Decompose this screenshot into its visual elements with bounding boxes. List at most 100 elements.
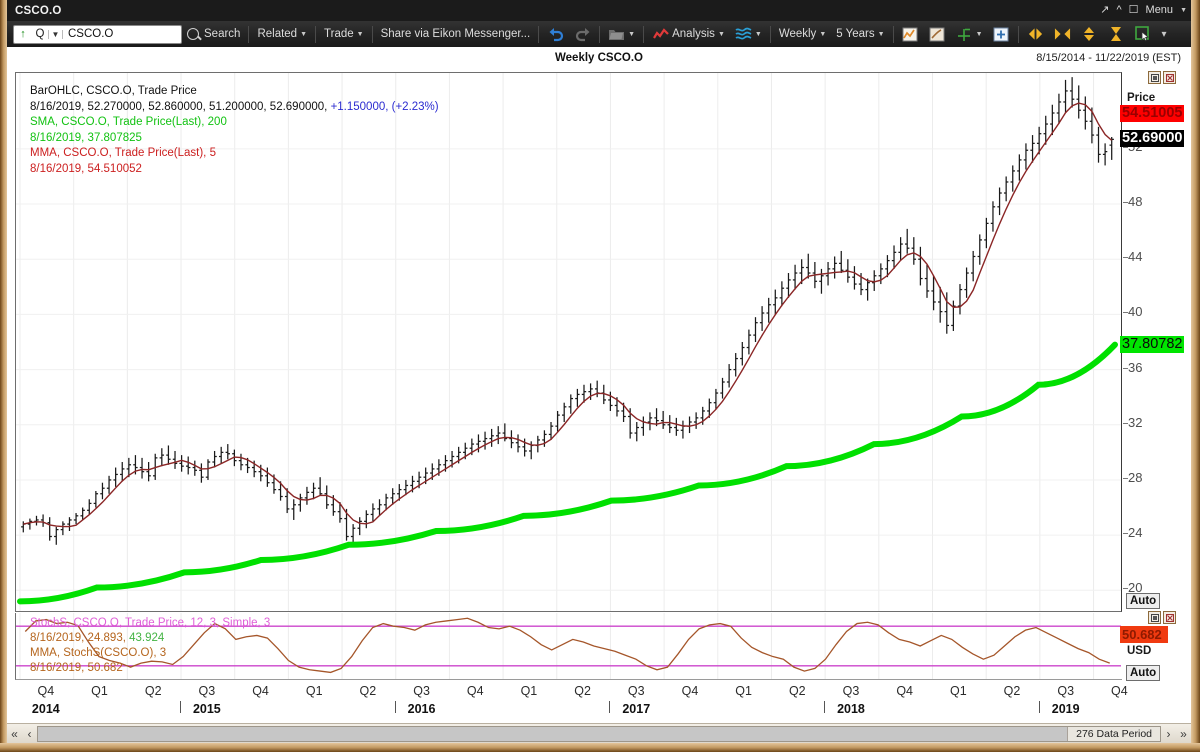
quarter-label: Q3 <box>1057 684 1075 698</box>
share-messenger-button[interactable]: Share via Eikon Messenger... <box>376 24 536 44</box>
crosshair-button[interactable]: ▼ <box>951 24 988 44</box>
year-divider <box>1038 701 1040 713</box>
stochastic-axis[interactable]: 50.682 USD Auto <box>1120 611 1192 683</box>
restore-icon[interactable]: ☐ <box>1128 4 1139 16</box>
range-label: 5 Years <box>836 28 875 40</box>
stoch-auto-scale-button[interactable]: Auto <box>1126 665 1161 681</box>
stochastic-pane[interactable]: StochS, CSCO.O, Trade Price, 12, 3, Simp… <box>15 613 1122 680</box>
chevron-down-icon: ▼ <box>628 30 636 38</box>
search-button[interactable]: Search <box>182 24 245 44</box>
price-tick-24: 24 <box>1122 525 1143 541</box>
toolbar-divider <box>769 25 771 43</box>
year-divider <box>609 701 611 713</box>
scrollbar-thumb[interactable] <box>38 726 1068 741</box>
price-tick-40: 40 <box>1122 304 1143 320</box>
quarter-label: Q2 <box>144 684 162 698</box>
chevron-down-icon[interactable]: ▼ <box>48 29 63 39</box>
price-tick-28: 28 <box>1122 469 1143 485</box>
undo-button[interactable] <box>542 24 569 44</box>
select-tool-button[interactable] <box>1130 24 1157 44</box>
stoch-axis-unit: USD <box>1127 645 1152 657</box>
minimize-pane-button[interactable] <box>1148 71 1161 84</box>
close-stoch-pane-button[interactable] <box>1163 611 1176 624</box>
stoch-mma-tag: 50.682 <box>1120 626 1168 643</box>
trade-button[interactable]: Trade ▼ <box>319 24 369 44</box>
year-label: 2014 <box>31 702 60 716</box>
toolbar-divider <box>538 25 540 43</box>
quarter-label: Q4 <box>37 684 55 698</box>
redo-icon <box>574 26 591 43</box>
sma-price-tag: 37.80782 <box>1120 335 1184 353</box>
add-pane-button[interactable] <box>988 24 1015 44</box>
year-divider <box>824 701 826 713</box>
time-scale-button[interactable] <box>1103 24 1130 44</box>
search-icon <box>187 28 199 40</box>
scroll-last-button[interactable]: » <box>1180 726 1187 741</box>
ric-input[interactable]: CSCO.O <box>68 28 114 40</box>
close-pane-button[interactable] <box>1163 71 1176 84</box>
quarter-label: Q3 <box>198 684 216 698</box>
expand-horizontal-button[interactable] <box>1022 24 1049 44</box>
price-pane[interactable]: BarOHLC, CSCO.O, Trade Price 8/16/2019, … <box>15 72 1122 612</box>
related-button[interactable]: Related ▼ <box>252 24 312 44</box>
quarter-label: Q2 <box>788 684 806 698</box>
expand-vertical-button[interactable] <box>1076 24 1103 44</box>
price-tick-36: 36 <box>1122 359 1143 375</box>
price-auto-scale-button[interactable]: Auto <box>1126 593 1161 609</box>
quarter-label: Q4 <box>896 684 913 698</box>
more-tools-button[interactable]: ▾ <box>1157 24 1172 44</box>
ric-search-box[interactable]: ↑ Q ▼ CSCO.O <box>13 24 182 44</box>
hourglass-icon <box>1108 26 1125 43</box>
quarter-label: Q3 <box>413 684 430 698</box>
chevron-down-icon: ▼ <box>356 30 364 38</box>
price-tick-20: 20 <box>1122 580 1143 596</box>
interval-selector[interactable]: Weekly ▼ <box>774 24 831 44</box>
line-chart-icon <box>902 26 919 43</box>
year-label: 2018 <box>837 702 865 716</box>
annotation-button[interactable] <box>924 24 951 44</box>
quarter-label: Q3 <box>842 684 860 698</box>
minimize-stoch-pane-button[interactable] <box>1148 611 1161 624</box>
data-period-label: 276 Data Period <box>1067 726 1160 741</box>
scroll-next-button[interactable]: › <box>1166 726 1171 741</box>
indicators-button[interactable]: ▼ <box>730 24 767 44</box>
undo-icon <box>547 26 564 43</box>
status-bar: « ‹ 276 Data Period › » <box>7 723 1191 743</box>
price-axis[interactable]: Price USD 202428323640444852 54.51005 52… <box>1120 71 1184 612</box>
chevron-down-icon: ▼ <box>754 30 762 38</box>
menu-chevron-down-icon[interactable]: ▼ <box>1180 7 1187 14</box>
price-pane-buttons <box>1148 71 1176 84</box>
menu-button[interactable]: Menu <box>1145 4 1174 16</box>
stoch-pane-buttons <box>1148 611 1176 624</box>
toolbar-divider <box>315 25 317 43</box>
crosshair-icon <box>956 26 973 43</box>
year-label: 2019 <box>1051 702 1080 716</box>
range-selector[interactable]: 5 Years ▼ <box>831 24 889 44</box>
scroll-first-button[interactable]: « <box>11 726 18 741</box>
chart-canvas: BarOHLC, CSCO.O, Trade Price 8/16/2019, … <box>7 69 1191 723</box>
price-tick-44: 44 <box>1122 249 1143 265</box>
collapse-horizontal-button[interactable] <box>1049 24 1076 44</box>
horizontal-scrollbar[interactable]: 276 Data Period <box>37 725 1161 742</box>
quarter-label: Q1 <box>949 684 967 698</box>
analysis-button[interactable]: Analysis ▼ <box>647 24 730 44</box>
redo-button[interactable] <box>569 24 596 44</box>
time-axis[interactable]: Q4 Q1 Q2 Q3 Q4 Q1 Q2 Q3 Q4 Q1 Q2 Q3 Q4 Q1 Q2 Q3 Q4 Q1 Q2 Q3… <box>15 684 1128 722</box>
last-price-tag: 52.69000 <box>1120 130 1184 148</box>
collapse-icon[interactable]: ^ <box>1116 4 1122 16</box>
quarter-label: Q2 <box>359 684 377 698</box>
window-frame-bottom <box>0 743 1200 752</box>
price-plot[interactable] <box>16 73 1121 611</box>
analysis-label: Analysis <box>672 28 715 40</box>
stochastic-plot[interactable] <box>16 613 1121 679</box>
quarter-label: Q4 <box>466 684 484 698</box>
title-bar: CSCO.O ↗ ^ ☐ Menu ▼ <box>7 0 1191 21</box>
scroll-prev-button[interactable]: ‹ <box>27 726 32 741</box>
popout-icon[interactable]: ↗ <box>1100 4 1110 16</box>
quote-icon: Q <box>35 28 45 40</box>
quarter-label: Q4 <box>252 684 269 698</box>
open-chart-button[interactable]: ▼ <box>603 24 640 44</box>
chart-type-button[interactable] <box>897 24 924 44</box>
toolbar-divider <box>643 25 645 43</box>
